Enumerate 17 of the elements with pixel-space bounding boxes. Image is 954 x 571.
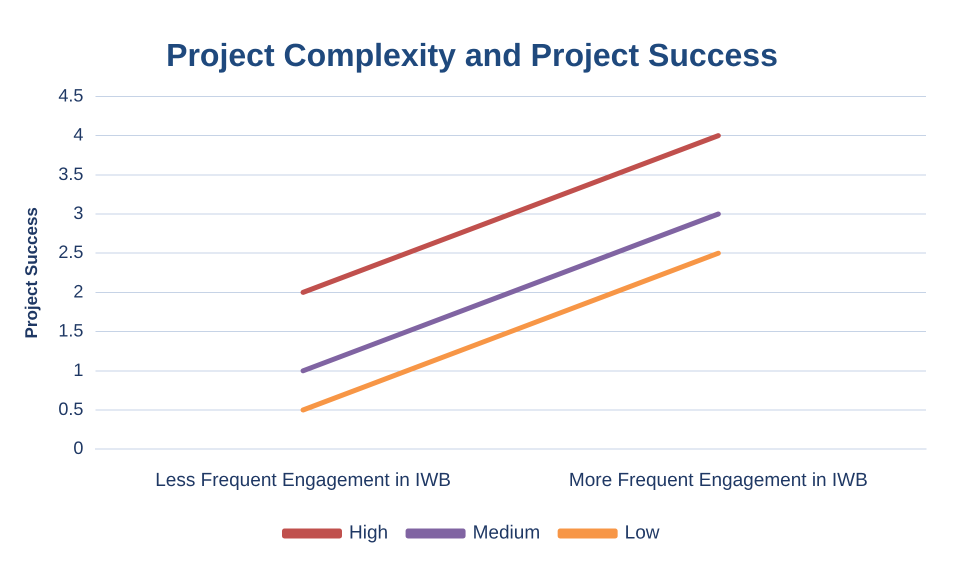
x-tick-label: Less Frequent Engagement in IWB — [155, 470, 451, 491]
y-tick-label: 1 — [73, 360, 84, 380]
legend-label: Medium — [472, 522, 540, 544]
y-tick-label: 4 — [73, 124, 84, 145]
y-tick-label: 2.5 — [58, 242, 84, 262]
y-tick-label: 4.5 — [58, 85, 84, 106]
y-tick-label: 0.5 — [58, 398, 84, 419]
y-tick-label: 3 — [73, 202, 84, 223]
y-axis-title: Project Success — [22, 207, 41, 338]
legend-label: High — [348, 522, 388, 544]
chart-title: Project Complexity and Project Success — [166, 37, 778, 74]
y-tick-label: 0 — [73, 438, 84, 458]
x-tick-label: More Frequent Engagement in IWB — [568, 470, 868, 491]
y-tick-label: 3.5 — [58, 164, 84, 184]
legend-label: Low — [624, 522, 660, 544]
y-tick-label: 2 — [73, 281, 84, 302]
y-tick-label: 1.5 — [58, 320, 84, 341]
